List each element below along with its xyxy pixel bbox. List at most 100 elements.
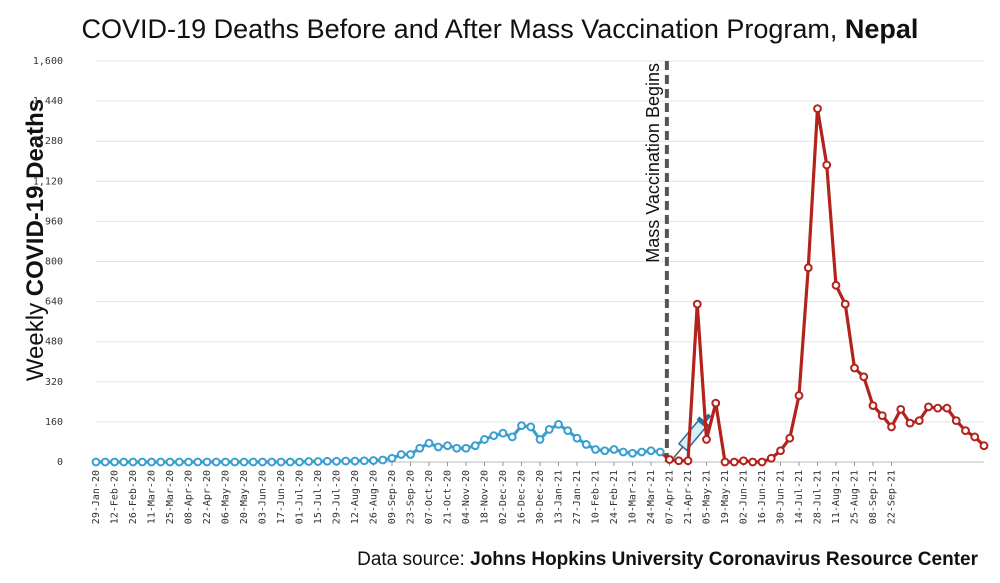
- x-tick-label: 13-Jan-21: [554, 470, 565, 524]
- x-tick-label: 07-Apr-21: [665, 470, 676, 524]
- x-tick-label: 21-Oct-20: [443, 470, 454, 524]
- pre-vaccination-series-point: [563, 426, 573, 436]
- pre-vaccination-series-point: [452, 443, 462, 453]
- x-tick-label: 30-Dec-20: [535, 470, 546, 524]
- x-tick-label: 02-Dec-20: [498, 470, 509, 524]
- x-tick-label: 04-Nov-20: [461, 470, 472, 524]
- pre-vaccination-series-point: [313, 457, 323, 466]
- pre-vaccination-series-point: [535, 435, 545, 444]
- y-tick-label: 1,120: [33, 176, 63, 187]
- x-tick-label: 29-Jan-20: [91, 470, 102, 524]
- pre-vaccination-series-point: [498, 428, 508, 438]
- pre-vaccination-series-point: [119, 457, 129, 467]
- pre-vaccination-series-point: [526, 422, 536, 432]
- pre-vaccination-series-point: [165, 457, 175, 467]
- pre-vaccination-series-point: [517, 421, 526, 431]
- pre-vaccination-series-line: [96, 422, 661, 464]
- pre-vaccination-series-point: [618, 447, 628, 457]
- data-source-prefix: Data source:: [357, 549, 465, 570]
- pre-vaccination-series-point: [211, 457, 221, 467]
- post-vaccination-series-point: [785, 433, 795, 443]
- post-vaccination-series-point: [905, 418, 915, 428]
- post-vaccination-series-point: [887, 422, 896, 432]
- x-tick-label: 08-Sep-21: [868, 470, 879, 524]
- x-tick-label: 21-Apr-21: [683, 470, 694, 524]
- data-source: Data source: Johns Hopkins University Co…: [357, 549, 978, 571]
- x-tick-label: 07-Oct-20: [424, 470, 435, 524]
- y-tick-label: 640: [45, 297, 63, 308]
- post-vaccination-series-point: [748, 457, 758, 467]
- x-tick-label: 26-Aug-20: [369, 470, 380, 524]
- post-vaccination-series-point: [979, 441, 989, 451]
- x-tick-label: 25-Mar-20: [165, 470, 176, 524]
- pre-vaccination-series-point: [267, 457, 277, 467]
- pre-vaccination-series-point: [350, 456, 360, 466]
- post-vaccination-series-point: [683, 456, 693, 466]
- pre-vaccination-series-point: [230, 457, 240, 467]
- x-tick-label: 23-Sep-20: [406, 470, 417, 524]
- post-vaccination-series-point: [803, 263, 813, 273]
- vaccination-label: Mass Vaccination Begins: [643, 63, 663, 263]
- post-vaccination-series-point: [970, 432, 980, 442]
- x-tick-label: 16-Jun-21: [757, 470, 768, 524]
- x-tick-label: 26-Feb-20: [128, 470, 139, 524]
- post-vaccination-series-point: [757, 457, 767, 467]
- x-tick-label: 12-Aug-20: [350, 470, 361, 524]
- x-tick-label: 24-Mar-21: [646, 470, 657, 524]
- post-vaccination-series-point: [776, 446, 785, 456]
- post-vaccination-series-point: [859, 372, 869, 382]
- chart-title: COVID-19 Deaths Before and After Mass Va…: [0, 14, 1000, 45]
- y-tick-label: 800: [45, 257, 63, 268]
- pre-vaccination-series-point: [544, 425, 554, 434]
- post-vaccination-series-point: [831, 280, 841, 290]
- x-tick-label: 19-May-21: [720, 470, 731, 524]
- y-tick-label: 1,440: [33, 96, 63, 107]
- x-tick-label: 18-Nov-20: [480, 470, 491, 524]
- y-tick-label: 160: [45, 417, 63, 428]
- pre-vaccination-series-point: [424, 438, 434, 448]
- x-tick-label: 24-Feb-21: [609, 470, 620, 524]
- chart-title-country: Nepal: [844, 14, 919, 44]
- x-tick-label: 11-Mar-20: [147, 470, 158, 524]
- post-vaccination-series-point: [896, 404, 906, 414]
- chart-title-main: COVID-19 Deaths Before and After Mass Va…: [81, 14, 838, 44]
- pre-vaccination-series-point: [637, 447, 647, 457]
- x-tick-label: 27-Jan-21: [572, 470, 583, 524]
- x-tick-label: 12-Feb-20: [110, 470, 121, 524]
- post-vaccination-series-point: [674, 456, 684, 466]
- pre-vaccination-series-point: [609, 445, 619, 454]
- pre-vaccination-series-point: [489, 431, 499, 441]
- x-tick-label: 25-Aug-21: [850, 470, 861, 524]
- y-tick-label: 0: [57, 457, 63, 468]
- x-tick-label: 10-Feb-21: [591, 470, 602, 524]
- x-tick-label: 14-Jul-21: [794, 470, 805, 524]
- x-tick-label: 15-Jul-20: [313, 470, 324, 524]
- y-tick-label: 480: [45, 337, 63, 348]
- post-vaccination-series-point: [840, 299, 850, 309]
- pre-vaccination-series-point: [628, 448, 637, 458]
- pre-vaccination-series-point: [655, 447, 665, 457]
- pre-vaccination-series-point: [239, 457, 249, 467]
- y-tick-label: 320: [45, 377, 63, 388]
- pre-vaccination-series-point: [276, 457, 286, 467]
- pre-vaccination-series-point: [646, 446, 656, 456]
- x-tick-label: 01-Jul-20: [295, 470, 306, 524]
- x-tick-label: 10-Mar-21: [628, 470, 639, 524]
- pre-vaccination-series-point: [221, 457, 230, 467]
- pre-vaccination-series-point: [591, 445, 600, 454]
- pre-vaccination-series-point: [202, 457, 212, 467]
- post-vaccination-series-point: [813, 104, 822, 114]
- pre-vaccination-series-point: [507, 432, 517, 442]
- x-tick-label: 17-Jun-20: [276, 470, 287, 524]
- pre-vaccination-series-point: [378, 455, 388, 465]
- x-tick-label: 11-Aug-21: [831, 470, 842, 524]
- post-vaccination-series-point: [850, 363, 859, 373]
- pre-vaccination-series-point: [174, 457, 184, 467]
- pre-vaccination-series-point: [433, 442, 443, 452]
- post-vaccination-series-point: [933, 403, 943, 413]
- x-tick-label: 16-Dec-20: [517, 470, 528, 524]
- post-vaccination-series-point: [822, 160, 832, 170]
- y-tick-label: 1,600: [33, 56, 63, 67]
- x-tick-label: 09-Sep-20: [387, 470, 398, 524]
- pre-vaccination-series-point: [322, 456, 332, 466]
